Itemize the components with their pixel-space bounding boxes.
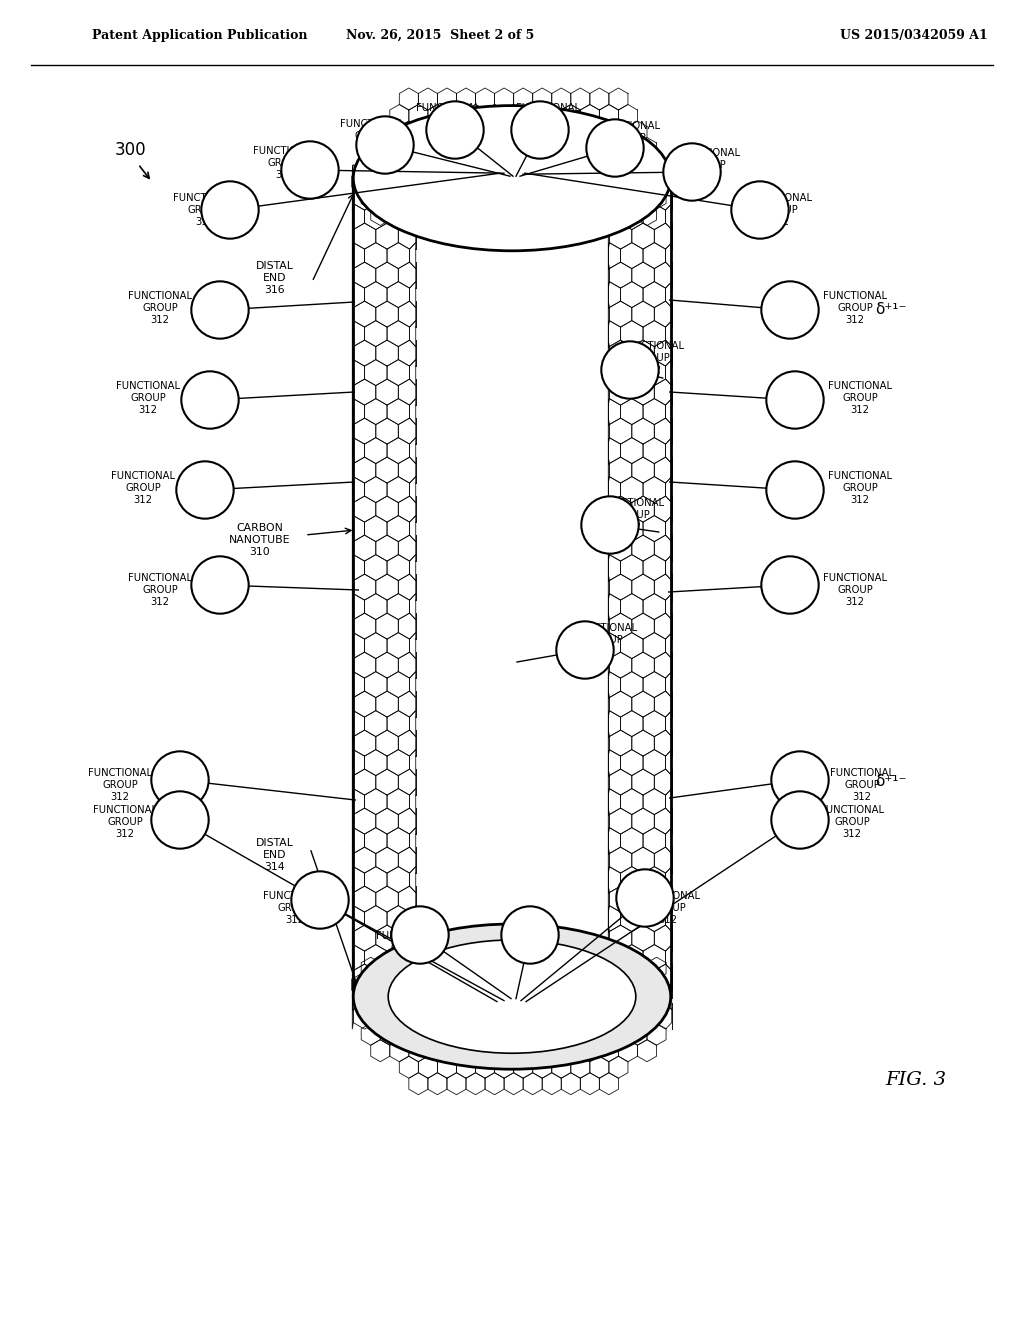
Circle shape (152, 751, 209, 809)
Text: FUNCTIONAL
GROUP
312: FUNCTIONAL GROUP 312 (116, 381, 180, 414)
Circle shape (771, 791, 828, 849)
Text: FUNCTIONAL
GROUP
312: FUNCTIONAL GROUP 312 (510, 932, 574, 965)
Circle shape (181, 371, 239, 429)
Text: FUNCTIONAL
GROUP
312: FUNCTIONAL GROUP 312 (88, 768, 152, 801)
Ellipse shape (353, 924, 671, 1069)
Circle shape (202, 181, 259, 239)
Circle shape (176, 461, 233, 519)
Text: FUNCTIONAL
GROUP
312: FUNCTIONAL GROUP 312 (676, 148, 740, 182)
Text: FUNCTIONAL
GROUP
312: FUNCTIONAL GROUP 312 (596, 121, 660, 154)
Circle shape (616, 870, 674, 927)
Ellipse shape (388, 940, 636, 1053)
Circle shape (601, 342, 658, 399)
Text: FUNCTIONAL
GROUP
312: FUNCTIONAL GROUP 312 (253, 147, 317, 180)
Text: FUNCTIONAL
GROUP
312: FUNCTIONAL GROUP 312 (516, 103, 580, 136)
Circle shape (766, 461, 823, 519)
Text: FUNCTIONAL
GROUP
312: FUNCTIONAL GROUP 312 (376, 932, 440, 965)
Text: FUNCTIONAL
GROUP
312: FUNCTIONAL GROUP 312 (823, 573, 887, 607)
Text: FUNCTIONAL
GROUP
312: FUNCTIONAL GROUP 312 (828, 471, 892, 504)
Circle shape (587, 119, 644, 177)
Text: FUNCTIONAL
GROUP
312: FUNCTIONAL GROUP 312 (636, 891, 700, 924)
Text: Nov. 26, 2015  Sheet 2 of 5: Nov. 26, 2015 Sheet 2 of 5 (346, 29, 535, 41)
Text: δ⁺¹⁻: δ⁺¹⁻ (874, 302, 906, 318)
Circle shape (761, 281, 818, 339)
Text: FUNCTIONAL
GROUP
312: FUNCTIONAL GROUP 312 (820, 805, 884, 838)
Circle shape (152, 791, 209, 849)
Circle shape (191, 281, 249, 339)
Text: FUNCTIONAL
GROUP
312: FUNCTIONAL GROUP 312 (111, 471, 175, 504)
Circle shape (664, 144, 721, 201)
Text: DISTAL
END
316: DISTAL END 316 (256, 260, 294, 296)
Circle shape (426, 102, 483, 158)
Text: FUNCTIONAL
GROUP
312: FUNCTIONAL GROUP 312 (128, 292, 193, 325)
Text: FUNCTIONAL
GROUP
312: FUNCTIONAL GROUP 312 (600, 499, 664, 532)
Text: CARBON
NANOTUBE
310: CARBON NANOTUBE 310 (229, 523, 291, 557)
Circle shape (761, 556, 818, 614)
Ellipse shape (353, 106, 671, 251)
Text: FUNCTIONAL
GROUP
312: FUNCTIONAL GROUP 312 (128, 573, 193, 607)
Circle shape (511, 102, 568, 158)
Circle shape (556, 622, 613, 678)
Circle shape (191, 556, 249, 614)
Circle shape (582, 496, 639, 553)
Text: FUNCTIONAL
GROUP
312: FUNCTIONAL GROUP 312 (748, 194, 812, 227)
Text: FUNCTIONAL
GROUP
312: FUNCTIONAL GROUP 312 (263, 891, 327, 924)
Circle shape (291, 871, 348, 929)
Circle shape (282, 141, 339, 199)
Text: 300: 300 (115, 141, 146, 158)
Text: FUNCTIONAL
GROUP
312: FUNCTIONAL GROUP 312 (340, 119, 404, 153)
Text: FUNCTIONAL
GROUP
312: FUNCTIONAL GROUP 312 (823, 292, 887, 325)
Text: FIG. 3: FIG. 3 (885, 1071, 946, 1089)
Circle shape (391, 907, 449, 964)
Text: Patent Application Publication: Patent Application Publication (92, 29, 307, 41)
Text: FUNCTIONAL
GROUP
312: FUNCTIONAL GROUP 312 (416, 103, 480, 136)
Text: FUNCTIONAL
GROUP
312: FUNCTIONAL GROUP 312 (620, 342, 684, 375)
Text: FUNCTIONAL
GROUP
312: FUNCTIONAL GROUP 312 (828, 381, 892, 414)
Text: δ⁺¹⁻: δ⁺¹⁻ (874, 775, 906, 789)
Circle shape (766, 371, 823, 429)
Circle shape (502, 907, 559, 964)
Text: FUNCTIONAL
GROUP
312: FUNCTIONAL GROUP 312 (173, 194, 237, 227)
Text: FUNCTIONAL
GROUP
312: FUNCTIONAL GROUP 312 (93, 805, 157, 838)
Circle shape (731, 181, 788, 239)
Text: US 2015/0342059 A1: US 2015/0342059 A1 (840, 29, 987, 41)
Text: FUNCTIONAL
GROUP
312: FUNCTIONAL GROUP 312 (573, 623, 637, 656)
Text: DISTAL
END
314: DISTAL END 314 (256, 838, 294, 873)
Circle shape (771, 751, 828, 809)
Text: FUNCTIONAL
GROUP
312: FUNCTIONAL GROUP 312 (830, 768, 894, 801)
Circle shape (356, 116, 414, 174)
